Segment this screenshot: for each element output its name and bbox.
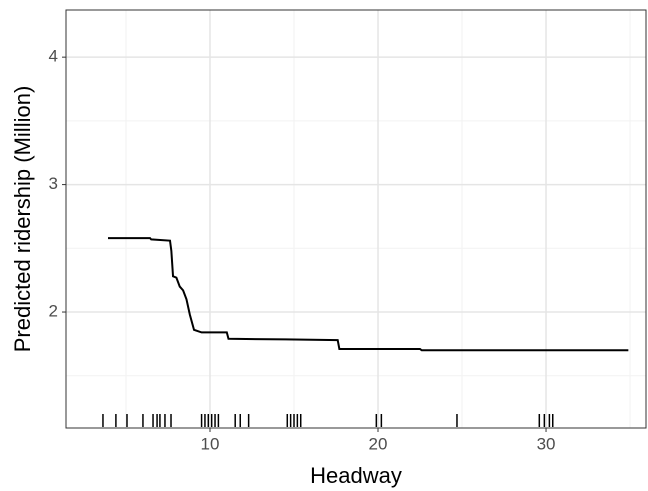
panel-border (65, 9, 647, 429)
x-tick-label: 20 (369, 434, 388, 453)
y-tick-label: 3 (49, 174, 58, 193)
y-axis-label: Predicted ridership (Million) (10, 86, 35, 353)
x-tick-label: 30 (537, 434, 556, 453)
y-tick-label: 4 (49, 47, 58, 66)
y-tick-label: 2 (49, 302, 58, 321)
x-tick-label: 10 (201, 434, 220, 453)
line (108, 237, 629, 352)
x-axis-label: Headway (310, 463, 402, 488)
